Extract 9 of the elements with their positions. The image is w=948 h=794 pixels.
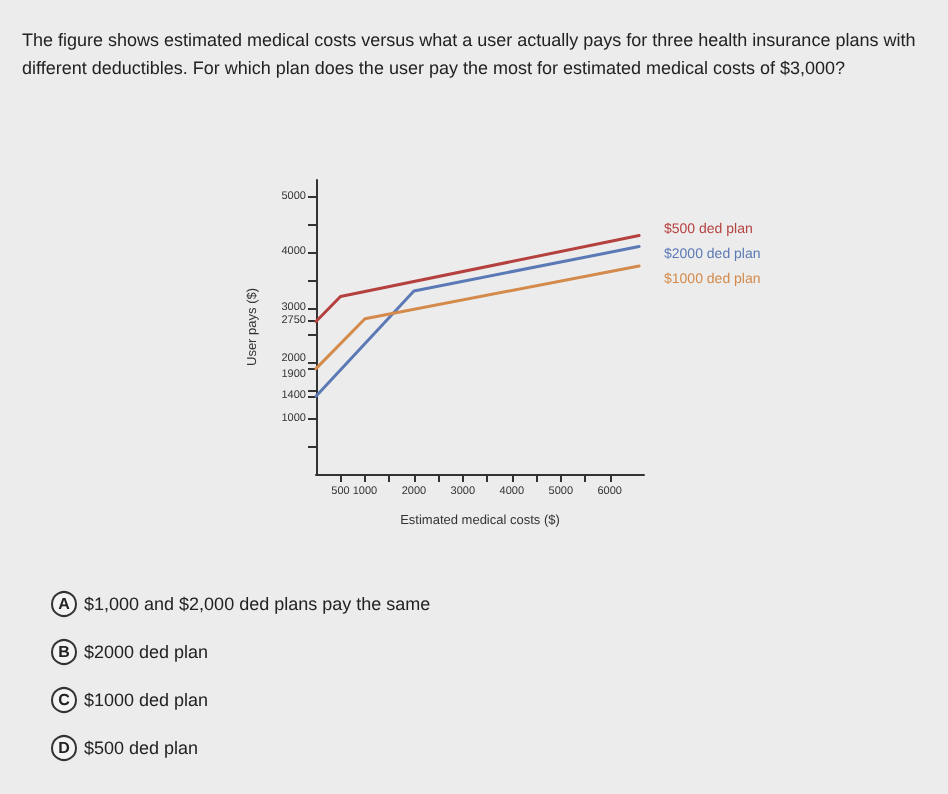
text: A bbox=[58, 595, 71, 613]
text: $2000 ded plan bbox=[84, 642, 209, 662]
text: C bbox=[58, 691, 71, 709]
text: $1000 ded plan bbox=[84, 690, 209, 710]
text: $1,000 and $2,000 ded plans pay the same bbox=[84, 594, 431, 614]
text: D bbox=[58, 739, 71, 757]
text: B bbox=[58, 643, 71, 661]
chart-title: The figure shows estimated medical costs versus what a user actually pays for three health insurance plans with different deductibles. For which plan does the user pay the most for estimated medical costs of $3,000? bbox=[22, 30, 921, 78]
text: $500 ded plan bbox=[84, 738, 199, 758]
